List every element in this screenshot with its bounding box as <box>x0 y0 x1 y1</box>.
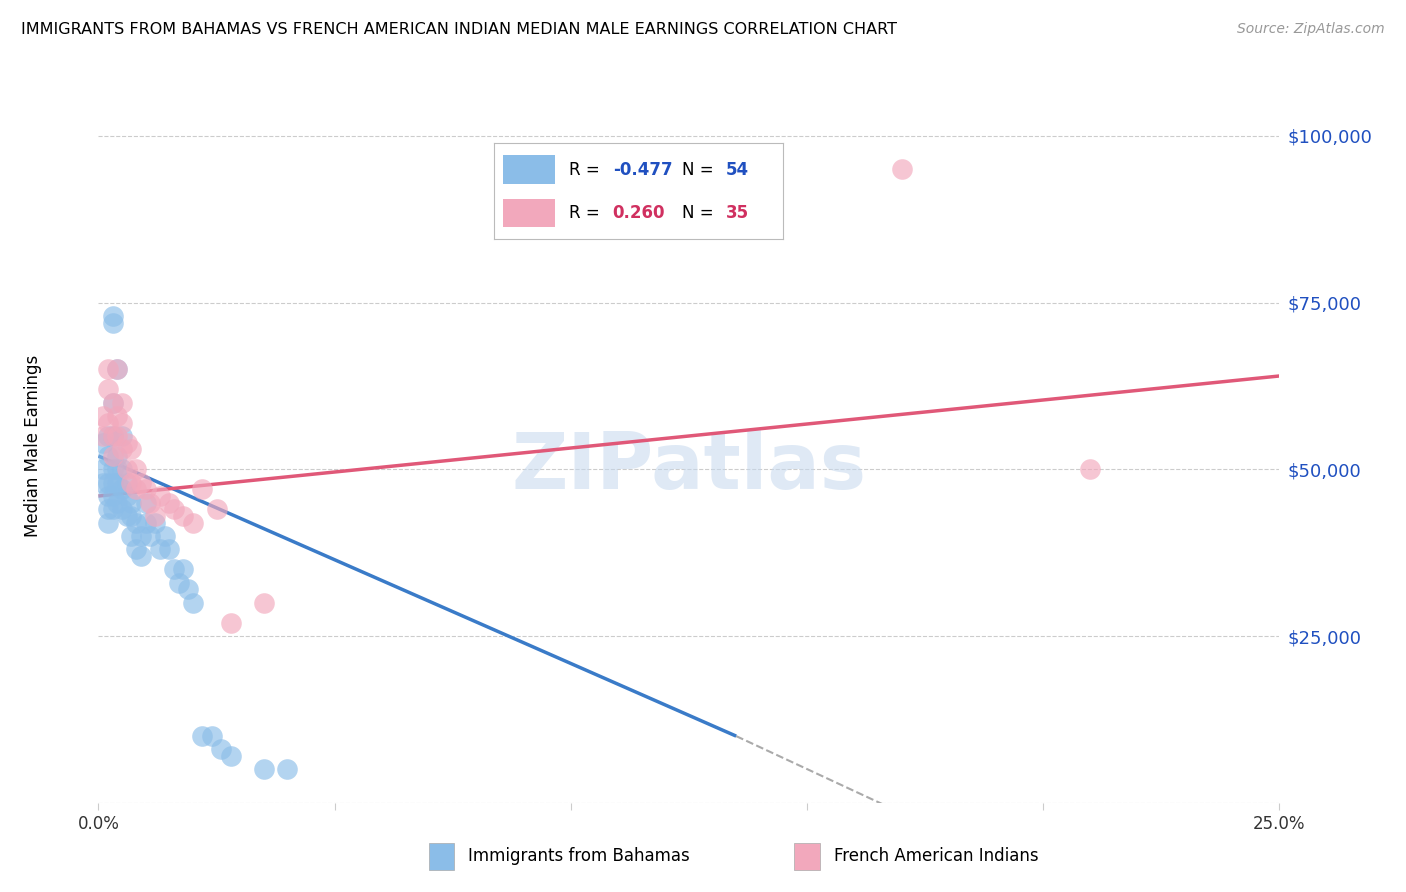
Point <box>105 449 128 463</box>
Point <box>111 442 134 457</box>
Point <box>125 462 148 476</box>
Point <box>890 162 912 177</box>
Point <box>135 483 157 497</box>
Point <box>101 395 124 409</box>
Point <box>276 763 298 777</box>
Point <box>111 429 134 443</box>
Point <box>101 475 124 490</box>
Point <box>205 502 228 516</box>
Point <box>111 483 134 497</box>
Point <box>97 362 120 376</box>
Text: French American Indians: French American Indians <box>834 847 1039 865</box>
Point <box>97 382 120 396</box>
Point <box>201 729 224 743</box>
Point <box>105 362 128 376</box>
Point <box>121 529 143 543</box>
Point <box>181 596 204 610</box>
Point <box>101 489 124 503</box>
Point <box>105 429 128 443</box>
Point <box>101 316 124 330</box>
Point <box>101 462 124 476</box>
Point <box>253 763 276 777</box>
Point <box>125 542 148 557</box>
Point <box>97 416 120 430</box>
Point <box>121 496 143 510</box>
Point <box>135 496 157 510</box>
Point <box>157 542 180 557</box>
Point <box>97 489 120 503</box>
Point <box>101 309 124 323</box>
Point <box>172 562 194 576</box>
Point <box>129 529 152 543</box>
Point <box>97 449 120 463</box>
Point <box>101 429 124 443</box>
Point <box>101 502 124 516</box>
Point <box>129 475 152 490</box>
Point <box>1080 462 1102 476</box>
Point <box>139 496 162 510</box>
Bar <box>429 843 454 870</box>
Point <box>97 429 120 443</box>
Point <box>111 462 134 476</box>
Text: IMMIGRANTS FROM BAHAMAS VS FRENCH AMERICAN INDIAN MEDIAN MALE EARNINGS CORRELATI: IMMIGRANTS FROM BAHAMAS VS FRENCH AMERIC… <box>21 22 897 37</box>
Point <box>91 462 114 476</box>
Point <box>105 475 128 490</box>
Point <box>115 509 138 524</box>
Point <box>163 502 186 516</box>
Point <box>91 435 114 450</box>
Point <box>181 516 204 530</box>
Point <box>157 496 180 510</box>
Point <box>115 475 138 490</box>
Point <box>143 509 166 524</box>
Point <box>163 562 186 576</box>
Point <box>101 449 124 463</box>
Point <box>115 462 138 476</box>
Point <box>172 509 194 524</box>
Point <box>111 395 134 409</box>
Text: Source: ZipAtlas.com: Source: ZipAtlas.com <box>1237 22 1385 37</box>
Text: Immigrants from Bahamas: Immigrants from Bahamas <box>468 847 690 865</box>
Bar <box>794 843 820 870</box>
Point <box>105 362 128 376</box>
Point <box>219 615 242 630</box>
Point <box>167 575 190 590</box>
Point <box>105 409 128 423</box>
Point <box>135 516 157 530</box>
Point <box>115 435 138 450</box>
Point <box>209 742 232 756</box>
Point <box>91 429 114 443</box>
Point <box>115 489 138 503</box>
Point <box>97 475 120 490</box>
Point <box>191 729 214 743</box>
Point <box>125 516 148 530</box>
Point <box>121 475 143 490</box>
Point <box>143 516 166 530</box>
Point <box>253 596 276 610</box>
Point <box>219 749 242 764</box>
Point <box>91 409 114 423</box>
Point <box>125 483 148 497</box>
Point <box>101 429 124 443</box>
Text: ZIPatlas: ZIPatlas <box>512 429 866 506</box>
Text: Median Male Earnings: Median Male Earnings <box>24 355 42 537</box>
Point <box>191 483 214 497</box>
Point <box>177 582 200 597</box>
Point <box>149 489 172 503</box>
Point <box>153 529 176 543</box>
Point <box>91 475 114 490</box>
Point <box>101 395 124 409</box>
Point <box>121 442 143 457</box>
Point <box>121 509 143 524</box>
Point <box>105 496 128 510</box>
Point <box>105 462 128 476</box>
Point <box>139 529 162 543</box>
Point <box>149 542 172 557</box>
Point <box>111 502 134 516</box>
Point <box>111 416 134 430</box>
Point <box>97 516 120 530</box>
Point <box>97 502 120 516</box>
Point <box>129 549 152 563</box>
